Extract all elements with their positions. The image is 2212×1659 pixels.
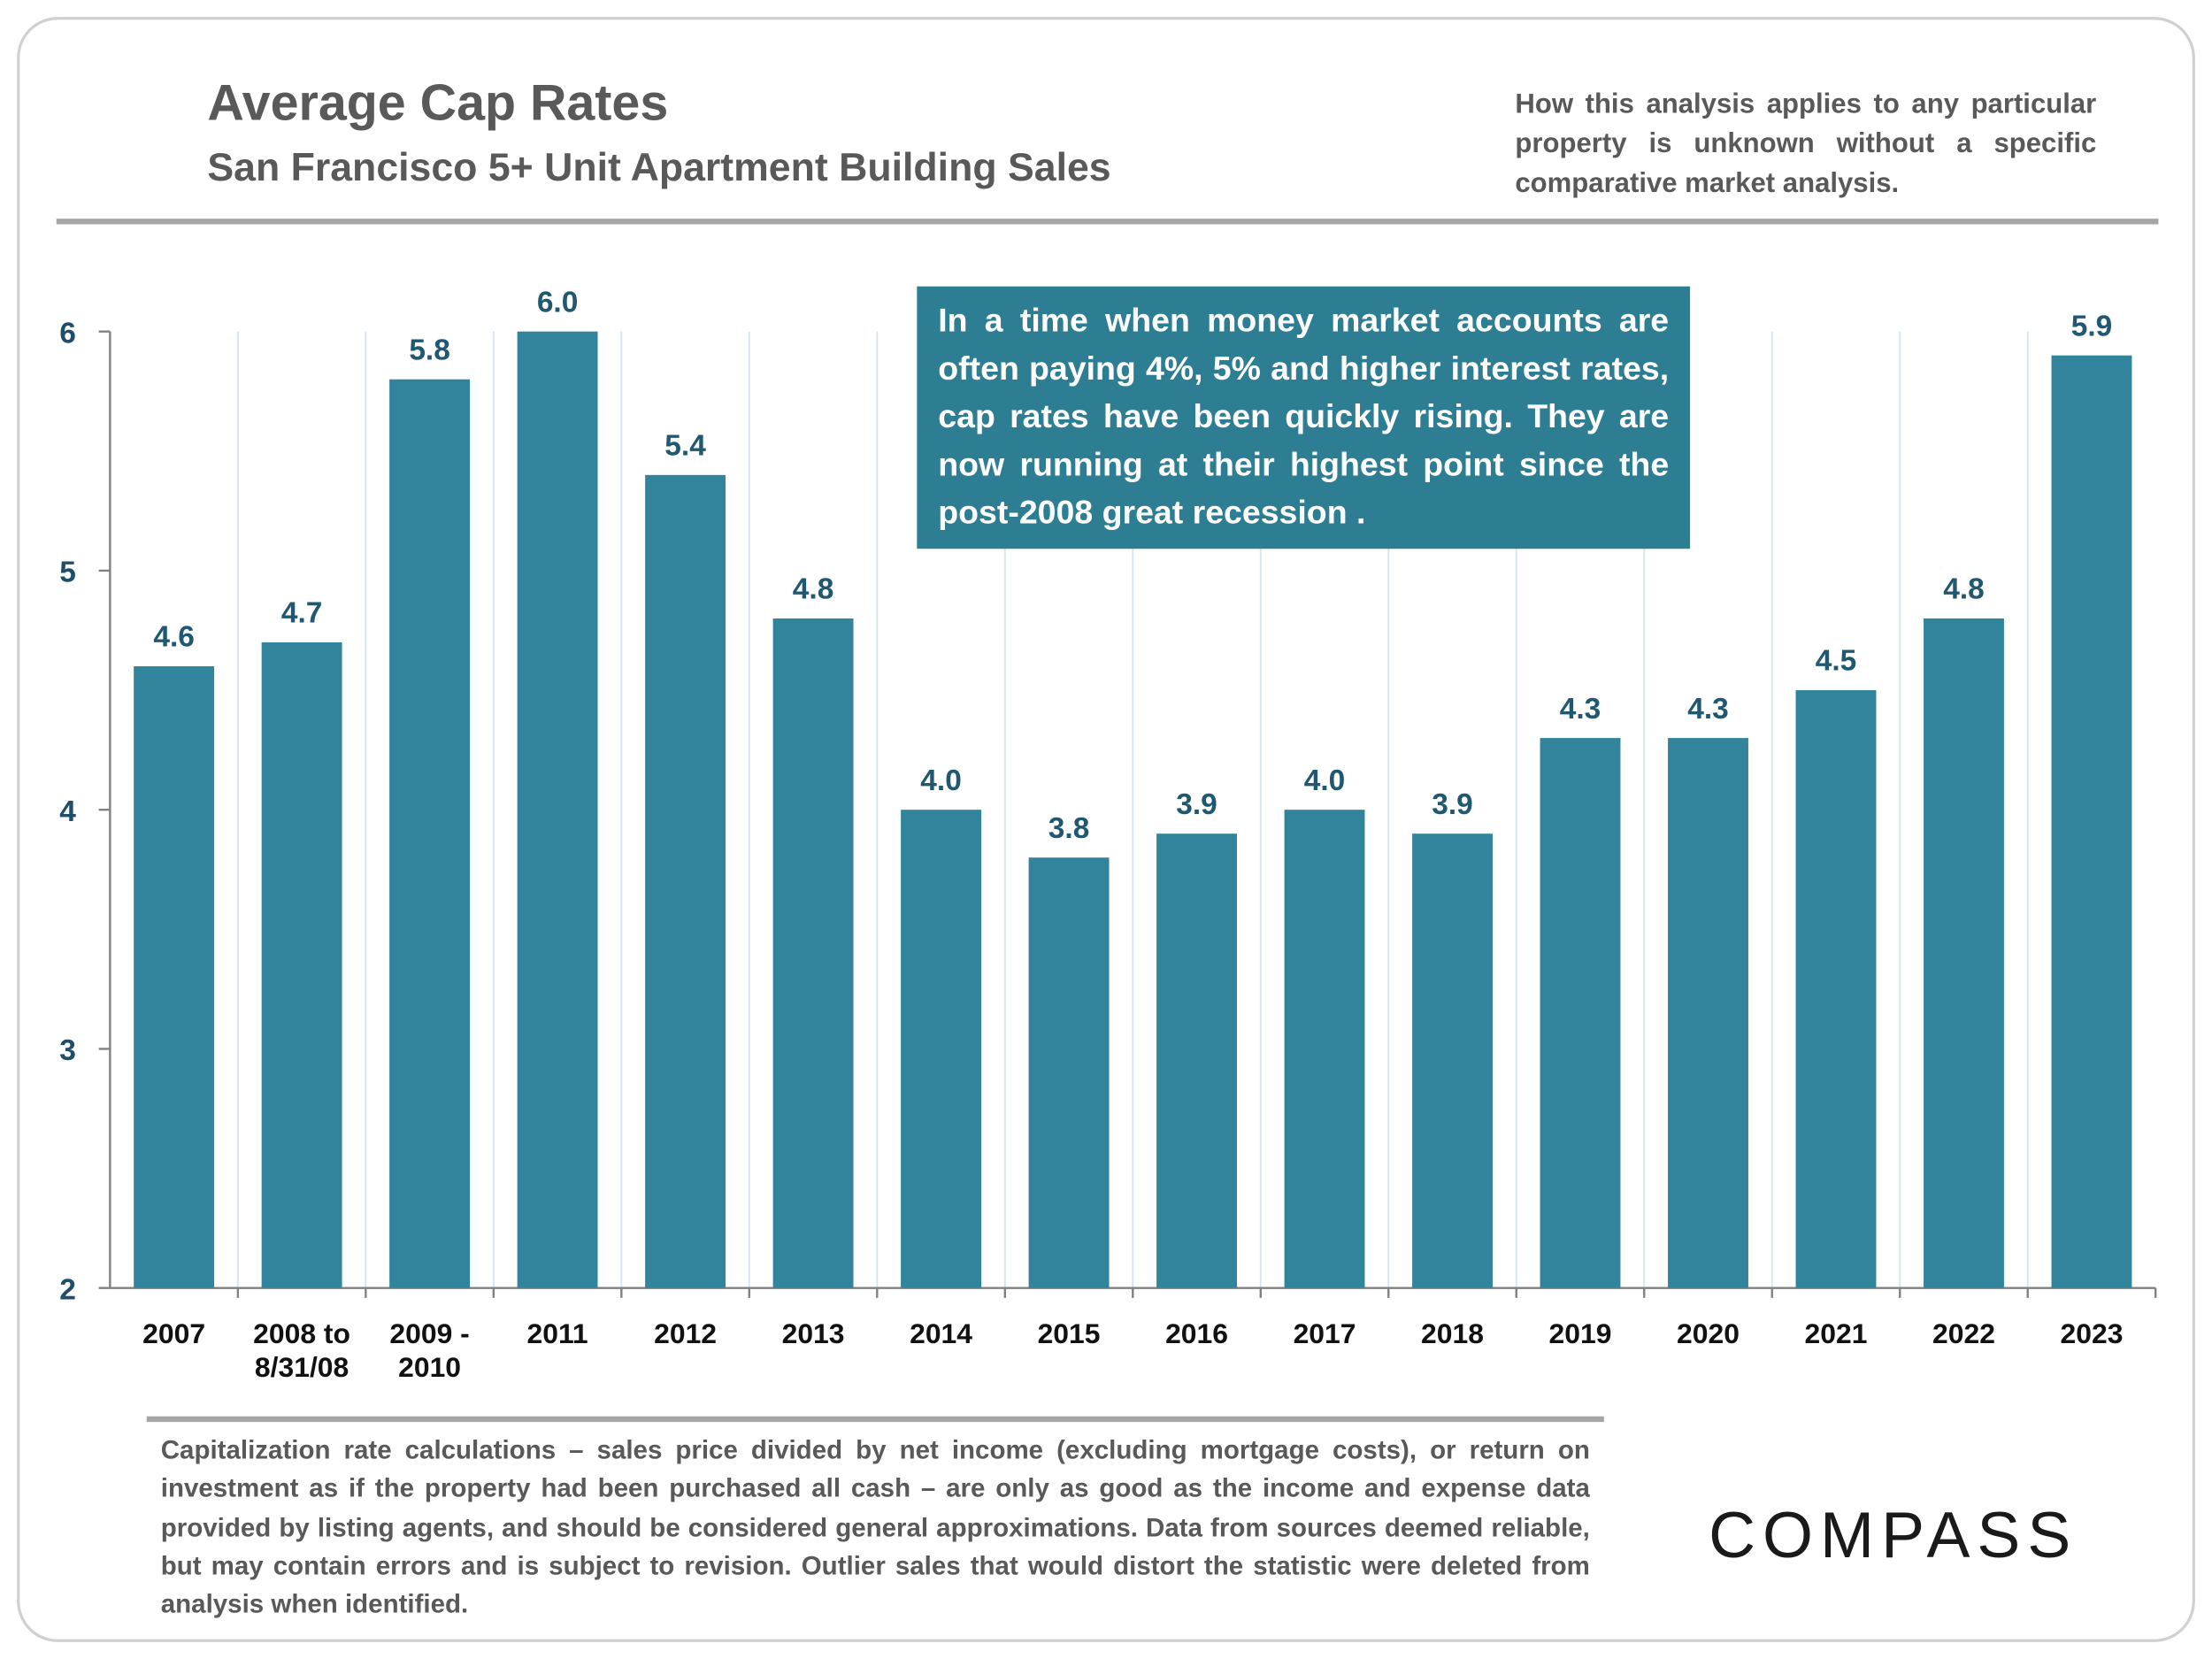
x-tick-label: 2008 to 8/31/08 — [253, 1317, 350, 1383]
bar — [1924, 618, 2004, 1288]
x-tick-label: 2011 — [527, 1317, 588, 1349]
bar — [901, 810, 981, 1288]
footnote-box: Capitalization rate calculations – sales… — [160, 1434, 1590, 1619]
bar — [645, 474, 726, 1288]
x-tick-label: 2023 — [2061, 1317, 2124, 1349]
value-label: 4.5 — [1816, 645, 1857, 678]
plot: 2 3 4 5 6 2007 4.6 2008 to 8/31/08 4.7 2009 -2010 5… — [59, 286, 2157, 1383]
bar — [1028, 857, 1110, 1288]
y-tick-label: 3 — [59, 1034, 76, 1067]
value-label: 4.0 — [1304, 764, 1346, 797]
label-line: 2008 to — [253, 1317, 350, 1349]
x-tick-label: 2012 — [654, 1317, 717, 1349]
x-tick-label: 2014 — [910, 1317, 972, 1349]
chart-title: Average Cap Rates — [207, 75, 668, 132]
footnote: Capitalization rate calculations – sales… — [160, 1434, 1590, 1619]
label-line: 2010 — [398, 1351, 461, 1383]
x-tick-label: 2009 -2010 — [389, 1317, 469, 1383]
bar — [517, 331, 598, 1288]
value-label: 3.8 — [1048, 812, 1090, 845]
bar — [1284, 810, 1365, 1288]
bar — [389, 379, 471, 1288]
value-label: 3.9 — [1432, 788, 1473, 821]
x-tick-label: 2016 — [1165, 1317, 1228, 1349]
x-tick-label: 2021 — [1805, 1317, 1868, 1349]
value-label: 4.3 — [1560, 693, 1601, 726]
y-tick-label: 5 — [59, 557, 76, 589]
value-label: 4.3 — [1687, 693, 1729, 726]
x-tick-label: 2013 — [782, 1317, 845, 1349]
value-label: 5.8 — [409, 334, 450, 366]
annotation-box — [917, 286, 1691, 549]
label-line: 8/31/08 — [255, 1351, 349, 1383]
note: How this analysis applies to any particu… — [1515, 88, 2097, 199]
bar — [772, 618, 854, 1288]
chart-subtitle: San Francisco 5+ Unit Apartment Building… — [207, 146, 1110, 189]
bar — [2051, 355, 2132, 1288]
x-tick-label: 2007 — [142, 1317, 205, 1349]
x-tick-label: 2015 — [1038, 1317, 1101, 1349]
note-box: How this analysis applies to any particu… — [1515, 88, 2097, 199]
value-label: 6.0 — [537, 286, 579, 319]
brand-logo: COMPASS — [1709, 1499, 2078, 1571]
bar — [261, 642, 342, 1288]
x-tick-label: 2020 — [1677, 1317, 1740, 1349]
x-tick-label: 2018 — [1421, 1317, 1484, 1349]
value-label: 3.9 — [1176, 788, 1217, 821]
bar — [134, 666, 215, 1288]
bar — [1668, 738, 1748, 1288]
annotation-container: In a time when money market accounts are… — [938, 302, 1670, 531]
annotation: In a time when money market accounts are… — [938, 302, 1670, 531]
value-label: 4.6 — [153, 621, 195, 654]
value-label: 4.0 — [920, 764, 962, 797]
y-tick-label: 4 — [59, 795, 76, 828]
bar — [1156, 833, 1237, 1288]
value-label: 4.8 — [1943, 573, 1985, 606]
value-label: 4.8 — [793, 573, 834, 606]
bar — [1795, 690, 1877, 1288]
bar — [1412, 833, 1493, 1288]
x-tick-label: 2017 — [1294, 1317, 1356, 1349]
bar — [1540, 738, 1621, 1288]
x-tick-label: 2019 — [1549, 1317, 1612, 1349]
value-label: 5.9 — [2071, 310, 2113, 342]
x-tick-label: 2022 — [1932, 1317, 1995, 1349]
value-label: 5.4 — [664, 430, 706, 463]
y-tick-label: 6 — [59, 317, 76, 349]
value-label: 4.7 — [281, 597, 323, 630]
y-tick-label: 2 — [59, 1273, 76, 1306]
label-line: 2009 - — [389, 1317, 469, 1349]
